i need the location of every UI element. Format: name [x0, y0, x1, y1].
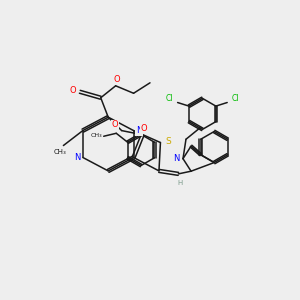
Text: N: N — [74, 153, 81, 162]
Text: CH₃: CH₃ — [53, 149, 66, 155]
Text: O: O — [141, 124, 147, 133]
Text: Cl: Cl — [232, 94, 239, 103]
Text: CH₃: CH₃ — [90, 133, 102, 138]
Text: O: O — [70, 86, 76, 95]
Text: O: O — [114, 75, 121, 84]
Text: H: H — [177, 180, 182, 186]
Text: N: N — [173, 154, 180, 163]
Text: N: N — [136, 126, 142, 135]
Text: O: O — [111, 120, 118, 129]
Text: Cl: Cl — [166, 94, 173, 103]
Text: S: S — [165, 136, 171, 146]
